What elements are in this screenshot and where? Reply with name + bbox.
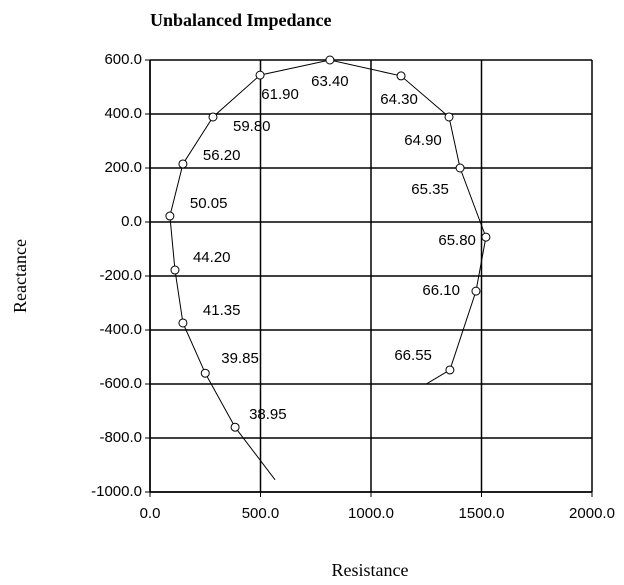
point-marker — [200, 368, 210, 378]
point-marker — [325, 55, 335, 65]
y-tick-label: -800.0 — [99, 429, 142, 446]
x-tick-label: 2000.0 — [569, 505, 615, 522]
y-tick-label: -600.0 — [99, 375, 142, 392]
y-tick-label: 600.0 — [104, 51, 142, 68]
y-tick-label: 200.0 — [104, 159, 142, 176]
point-label: 66.55 — [394, 347, 432, 364]
y-tick-label: 400.0 — [104, 105, 142, 122]
x-axis-label: Resistance — [332, 560, 409, 580]
point-label: 39.85 — [221, 350, 259, 367]
x-tick-label: 0.0 — [140, 505, 161, 522]
point-label: 38.95 — [249, 406, 287, 423]
point-marker — [178, 318, 188, 328]
point-marker — [396, 71, 406, 81]
point-marker — [165, 211, 175, 221]
chart-title: Unbalanced Impedance — [150, 10, 332, 30]
point-marker — [471, 286, 481, 296]
point-label: 65.80 — [438, 232, 476, 249]
x-tick-label: 500.0 — [242, 505, 280, 522]
point-marker — [455, 163, 465, 173]
point-label: 61.90 — [261, 86, 299, 103]
y-tick-label: -400.0 — [99, 321, 142, 338]
y-tick-label: -1000.0 — [91, 483, 142, 500]
point-label: 64.90 — [404, 132, 442, 149]
point-marker — [255, 70, 265, 80]
x-tick-label: 1000.0 — [348, 505, 394, 522]
point-label: 66.10 — [422, 282, 460, 299]
point-label: 64.30 — [380, 91, 418, 108]
point-marker — [481, 232, 491, 242]
point-label: 56.20 — [203, 147, 241, 164]
point-label: 59.80 — [233, 118, 271, 135]
point-label: 65.35 — [411, 181, 449, 198]
point-marker — [445, 365, 455, 375]
y-tick-label: 0.0 — [121, 213, 142, 230]
point-marker — [230, 422, 240, 432]
point-label: 44.20 — [193, 249, 231, 266]
y-tick-label: -200.0 — [99, 267, 142, 284]
point-marker — [178, 159, 188, 169]
point-label: 41.35 — [203, 302, 241, 319]
point-label: 50.05 — [190, 195, 228, 212]
point-marker — [208, 112, 218, 122]
x-tick-label: 1500.0 — [459, 505, 505, 522]
y-axis-label: Reactance — [10, 239, 30, 313]
point-marker — [170, 265, 180, 275]
impedance-curve — [169, 59, 487, 481]
point-label: 63.40 — [311, 73, 349, 90]
point-marker — [444, 112, 454, 122]
